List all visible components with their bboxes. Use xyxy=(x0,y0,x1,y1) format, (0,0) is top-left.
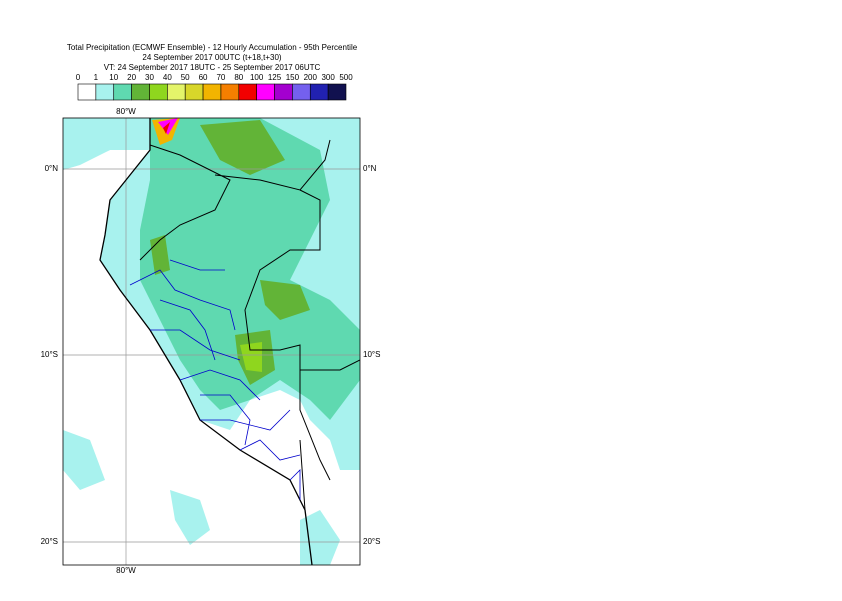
colorbar-box xyxy=(202,83,222,101)
colorbar-label: 30 xyxy=(145,73,154,82)
colorbar-box xyxy=(95,83,115,101)
lat-label: 20°S xyxy=(363,537,380,546)
colorbar-box xyxy=(113,83,132,101)
graticule xyxy=(63,118,360,565)
colorbar-label: 125 xyxy=(268,73,282,82)
colorbar-box xyxy=(309,83,329,101)
colorbar-box xyxy=(327,83,347,101)
colorbar-box xyxy=(238,83,257,101)
lat-label: 0°N xyxy=(45,164,59,173)
lat-label: 0°N xyxy=(363,164,377,173)
lon-label: 80°W xyxy=(116,566,136,575)
colorbar-label: 20 xyxy=(127,73,136,82)
lat-label: 10°S xyxy=(363,350,380,359)
map-frame xyxy=(62,117,361,566)
colorbar-box xyxy=(220,83,240,101)
title: Total Precipitation (ECMWF Ensemble) - 1… xyxy=(67,43,358,52)
colorbar-box xyxy=(184,83,204,101)
valid-time: VT: 24 September 2017 18UTC - 25 Septemb… xyxy=(104,63,321,72)
borders xyxy=(99,118,360,565)
colorbar-label: 500 xyxy=(339,73,353,82)
colorbar-label: 150 xyxy=(286,73,300,82)
colorbar-label: 70 xyxy=(216,73,225,82)
precip-field xyxy=(63,118,360,565)
lat-label: 10°S xyxy=(41,350,58,359)
map: 80°W 80°W 0°N 10°S 20°S 0°N 10°S 20°S xyxy=(41,107,381,575)
colorbar-label: 100 xyxy=(250,73,264,82)
colorbar-label: 50 xyxy=(181,73,190,82)
colorbar-label: 80 xyxy=(234,73,243,82)
subtitle: 24 September 2017 00UTC (t+18,t+30) xyxy=(142,53,282,62)
colorbar-box xyxy=(256,83,275,101)
colorbar-label: 200 xyxy=(304,73,318,82)
colorbar-label: 0 xyxy=(76,73,81,82)
colorbar-box xyxy=(77,83,97,101)
colorbar-label: 300 xyxy=(321,73,335,82)
colorbar-box xyxy=(149,83,168,101)
lon-label: 80°W xyxy=(116,107,136,116)
colorbar-box xyxy=(167,83,186,101)
colorbar-label: 10 xyxy=(109,73,118,82)
colorbar-box xyxy=(274,83,293,101)
colorbar-label: 60 xyxy=(199,73,208,82)
colorbar-label: 40 xyxy=(163,73,172,82)
colorbar-box xyxy=(292,83,311,101)
colorbar-box xyxy=(131,83,150,101)
colorbar: 0 1 10 20 30 40 50 60 70 80 100 125 150 200 300 500 xyxy=(76,73,353,101)
colorbar-label: 1 xyxy=(94,73,99,82)
lat-label: 20°S xyxy=(41,537,58,546)
